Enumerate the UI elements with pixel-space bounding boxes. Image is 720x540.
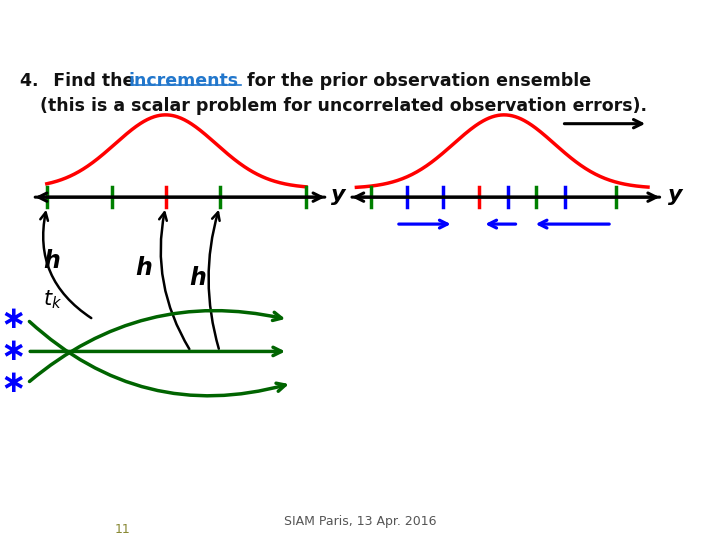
Text: h: h <box>135 256 153 280</box>
Text: y: y <box>668 185 683 205</box>
Text: for the prior observation ensemble: for the prior observation ensemble <box>241 72 591 90</box>
Text: SIAM Paris, 13 Apr. 2016: SIAM Paris, 13 Apr. 2016 <box>284 515 436 528</box>
Text: h: h <box>43 249 60 273</box>
Text: (this is a scalar problem for uncorrelated observation errors).: (this is a scalar problem for uncorrelat… <box>40 97 647 114</box>
Text: h: h <box>189 266 207 290</box>
Text: 11: 11 <box>114 523 130 536</box>
Text: How an Ensemble Filter Works for Geophysical Data Assimilation: How an Ensemble Filter Works for Geophys… <box>11 16 720 35</box>
Text: ∗: ∗ <box>0 305 26 334</box>
Text: $t_k$: $t_k$ <box>43 289 63 311</box>
Text: ∗: ∗ <box>0 369 26 398</box>
Text: increments: increments <box>128 72 238 90</box>
Text: ∗: ∗ <box>0 337 26 366</box>
Text: y: y <box>331 185 346 205</box>
Text: 4.  Find the: 4. Find the <box>20 72 140 90</box>
